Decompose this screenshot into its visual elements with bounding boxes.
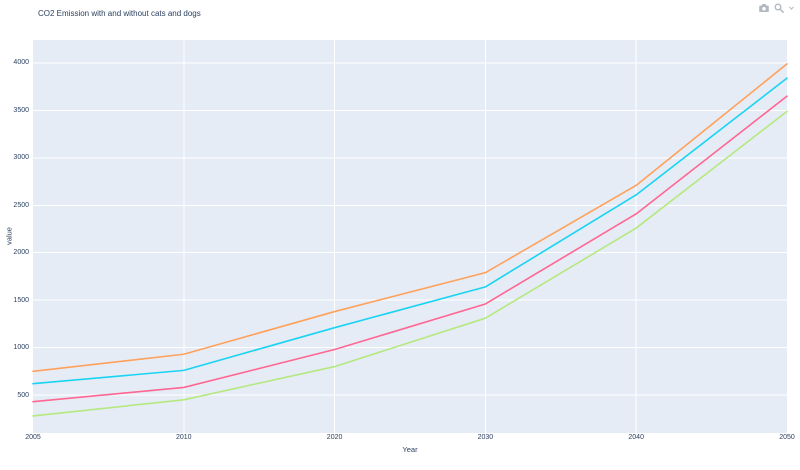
camera-icon[interactable] (759, 4, 769, 12)
line-green (32, 110, 788, 417)
y-tick-label: 2500 (13, 201, 29, 209)
line-cyan (32, 77, 788, 385)
x-tick-label: 2010 (176, 434, 192, 441)
line-orange (32, 63, 788, 373)
x-tick-label: 2050 (779, 434, 795, 441)
line-pink (32, 95, 788, 403)
modebar (759, 2, 794, 14)
y-tick-label: 500 (17, 391, 29, 399)
x-axis-title: Year (402, 445, 418, 454)
x-tick-label: 2040 (628, 434, 644, 441)
plot-background (33, 40, 787, 433)
y-tick-label: 4000 (13, 59, 29, 67)
y-tick-label: 1500 (13, 296, 29, 304)
x-tick-label: 2030 (477, 434, 494, 441)
chevron-down-icon[interactable] (789, 6, 794, 10)
y-tick-label: 2000 (13, 249, 29, 257)
x-tick-label: 2005 (25, 434, 41, 441)
y-tick-label: 1000 (13, 344, 29, 352)
y-tick-label: 3000 (13, 154, 29, 162)
y-tick-label: 3500 (13, 106, 29, 114)
zoom-icon[interactable] (774, 3, 784, 13)
y-axis-title: value (4, 227, 14, 245)
x-tick-label: 2020 (326, 434, 343, 441)
chart-title: CO2 Emission with and without cats and d… (38, 9, 201, 18)
